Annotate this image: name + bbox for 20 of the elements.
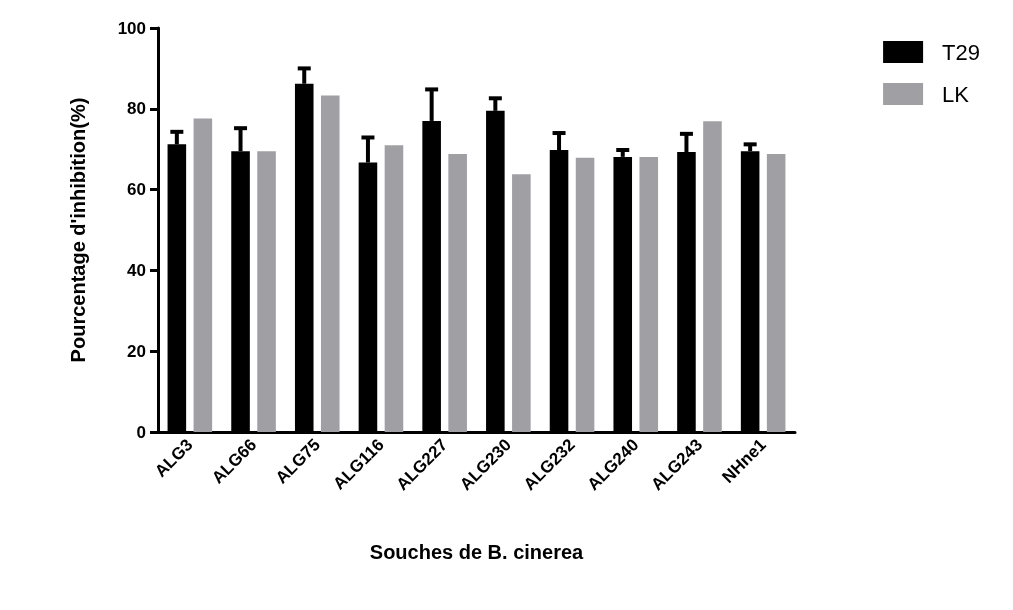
bar	[703, 121, 722, 432]
bar	[512, 174, 531, 432]
bar	[320, 95, 340, 432]
y-tick-label: 20	[127, 341, 146, 361]
legend-label: T29	[942, 39, 981, 65]
legend-label: LK	[942, 81, 970, 107]
bar	[257, 151, 276, 432]
bar	[193, 118, 213, 432]
y-tick-label: 0	[136, 422, 146, 442]
y-axis-title: Pourcentage d'inhibition(%)	[67, 97, 89, 363]
x-axis-title: Souches de B. cinerea	[369, 541, 585, 563]
bar	[766, 154, 786, 432]
bar	[575, 157, 595, 432]
y-tick-label: 100	[117, 18, 146, 38]
bar	[384, 145, 404, 432]
y-tick-label: 80	[127, 99, 146, 119]
y-tick-label: 60	[127, 180, 146, 200]
bar	[448, 154, 467, 432]
bar	[639, 156, 659, 432]
y-tick-label: 40	[127, 260, 146, 280]
